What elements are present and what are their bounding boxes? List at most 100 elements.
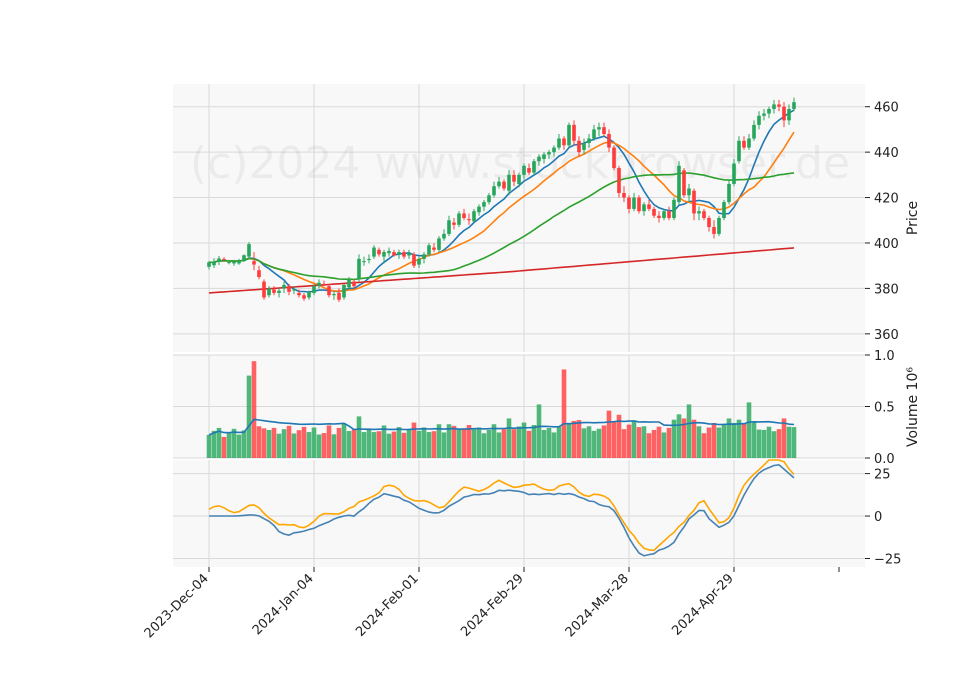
volume-bar bbox=[521, 422, 527, 458]
volume-bar bbox=[516, 426, 522, 458]
volume-bar bbox=[331, 434, 337, 458]
volume-bar bbox=[251, 361, 257, 458]
candle-body bbox=[427, 245, 431, 255]
volume-bar bbox=[666, 427, 672, 458]
candle-body bbox=[277, 290, 281, 293]
volume-bar bbox=[256, 426, 262, 458]
candle-body bbox=[217, 258, 221, 262]
volume-bar bbox=[486, 429, 492, 458]
volume-bar bbox=[551, 432, 557, 458]
candle-body bbox=[262, 281, 266, 298]
volume-bar bbox=[206, 434, 212, 458]
volume-bar bbox=[591, 430, 597, 458]
volume-bar bbox=[211, 430, 217, 458]
candle-body bbox=[697, 211, 701, 214]
volume-bar bbox=[721, 424, 727, 458]
volume-bar bbox=[396, 427, 402, 458]
candle-body bbox=[517, 174, 521, 184]
candle-body bbox=[307, 291, 311, 298]
volume-bar bbox=[291, 433, 297, 458]
candle-body bbox=[752, 124, 756, 139]
candle-body bbox=[377, 249, 381, 255]
candle-body bbox=[532, 161, 536, 173]
candle-body bbox=[207, 262, 211, 267]
candle-body bbox=[607, 133, 611, 148]
candle-body bbox=[247, 244, 251, 257]
candle-body bbox=[782, 106, 786, 121]
volume-bar bbox=[606, 410, 612, 458]
volume-axis-label: Volume 10⁶ bbox=[905, 367, 921, 447]
volume-bar bbox=[706, 427, 712, 458]
candle-body bbox=[342, 285, 346, 298]
candle-body bbox=[717, 218, 721, 234]
candle-body bbox=[627, 197, 631, 209]
candle-body bbox=[557, 138, 561, 148]
volume-bar bbox=[711, 422, 717, 458]
volume-bar bbox=[336, 427, 342, 458]
candle-body bbox=[467, 219, 471, 221]
candle-body bbox=[707, 218, 711, 228]
candle-body bbox=[667, 211, 671, 218]
volume-bar bbox=[446, 424, 452, 458]
candle-body bbox=[432, 247, 436, 250]
volume-bar bbox=[381, 425, 387, 458]
oscillator-signal-line bbox=[208, 459, 795, 552]
volume-bar bbox=[406, 429, 412, 458]
volume-bar bbox=[556, 426, 562, 458]
volume-bar bbox=[561, 369, 567, 458]
volume-bar bbox=[736, 419, 742, 458]
volume-bar bbox=[481, 433, 487, 458]
candle-body bbox=[382, 252, 386, 257]
candle-body bbox=[547, 152, 551, 155]
volume-bar bbox=[416, 430, 422, 458]
candle-body bbox=[587, 138, 591, 144]
candle-body bbox=[452, 222, 456, 225]
volume-bar bbox=[281, 429, 287, 458]
candle-body bbox=[372, 247, 376, 257]
x-tick-label: 2024-Feb-01 bbox=[353, 571, 422, 640]
x-tick-label: 2024-Mar-28 bbox=[563, 571, 632, 640]
candle-body bbox=[712, 227, 716, 234]
candle-body bbox=[292, 289, 296, 291]
volume-bar bbox=[421, 427, 427, 458]
volume-bar bbox=[776, 429, 782, 458]
price-tick-label: 460 bbox=[874, 101, 899, 116]
candle-body bbox=[317, 282, 321, 287]
volume-bar bbox=[371, 432, 377, 458]
volume-bar bbox=[726, 418, 732, 458]
volume-bar bbox=[491, 424, 497, 458]
price-axis-label: Price bbox=[905, 201, 921, 235]
price-tick-label: 440 bbox=[874, 146, 899, 161]
candle-body bbox=[582, 143, 586, 150]
candle-body bbox=[417, 258, 421, 265]
volume-bar bbox=[316, 434, 322, 458]
candle-body bbox=[567, 124, 571, 146]
candle-body bbox=[447, 220, 451, 234]
candle-body bbox=[682, 170, 686, 196]
candle-body bbox=[282, 285, 286, 289]
volume-bar bbox=[646, 433, 652, 458]
candle-body bbox=[332, 294, 336, 296]
volume-bar bbox=[761, 429, 767, 458]
volume-bar bbox=[791, 427, 797, 458]
candle-body bbox=[472, 211, 476, 222]
x-tick-label: 2024-Apr-29 bbox=[669, 571, 736, 638]
candle-body bbox=[362, 261, 366, 263]
volume-ma-line bbox=[208, 418, 795, 436]
candle-body bbox=[647, 204, 651, 209]
candle-body bbox=[252, 261, 256, 265]
volume-bar bbox=[306, 432, 312, 458]
candle-body bbox=[787, 108, 791, 121]
volume-bar bbox=[621, 429, 627, 458]
volume-bar bbox=[741, 423, 747, 458]
volume-bar bbox=[746, 402, 752, 458]
candle-body bbox=[232, 261, 236, 264]
ma-long-line bbox=[208, 172, 795, 281]
candle-body bbox=[237, 260, 241, 264]
candle-body bbox=[462, 213, 466, 218]
volume-bar bbox=[781, 418, 787, 458]
price-tick-label: 420 bbox=[874, 192, 899, 207]
volume-tick-label: 1.0 bbox=[874, 349, 895, 364]
candle-body bbox=[242, 255, 246, 262]
